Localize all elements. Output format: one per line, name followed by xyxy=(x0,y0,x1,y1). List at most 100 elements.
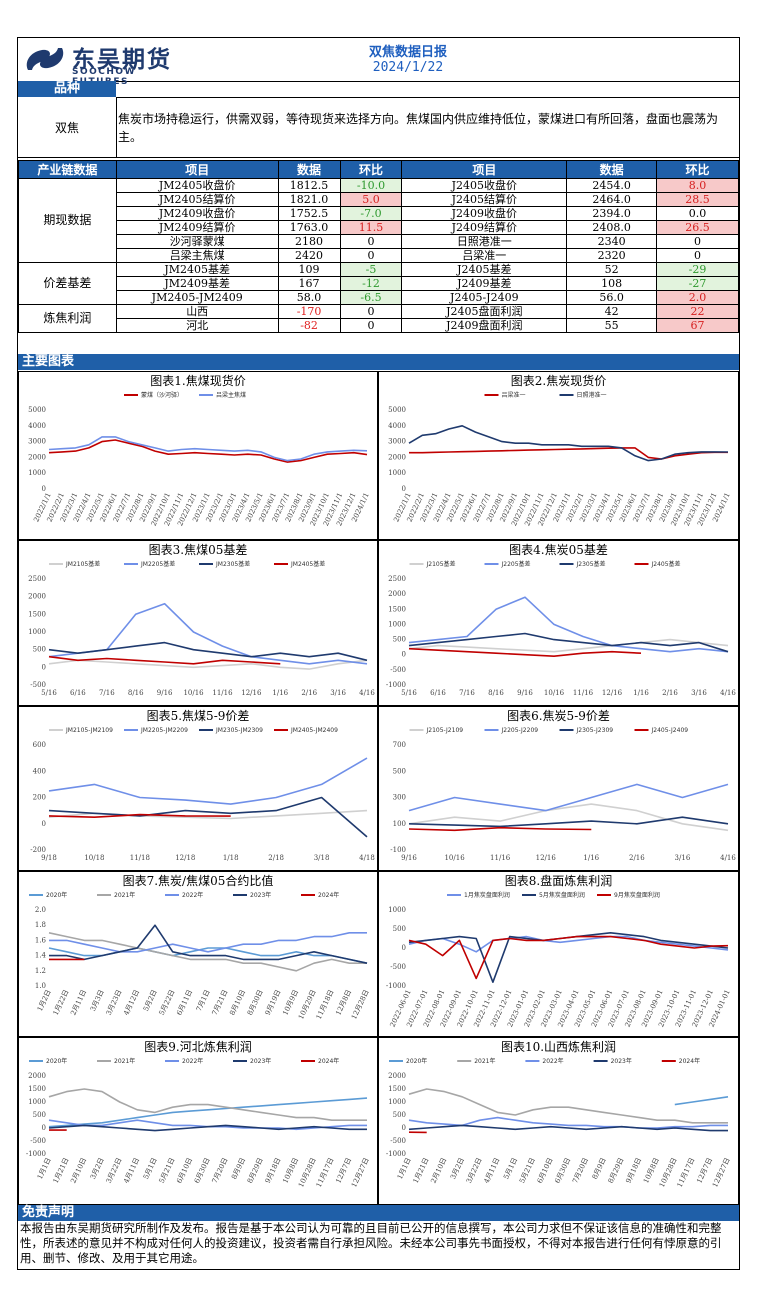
table-row: JM2409收盘价 1752.5 -7.0 J2409收盘价 2394.0 0.0 xyxy=(19,206,739,221)
series-line xyxy=(48,1119,367,1131)
item-name-cell: JM2409收盘价 xyxy=(115,206,279,221)
table-body: 期现数据 JM2405收盘价 1812.5 -10.0 J2405收盘价 2454.0 8.… xyxy=(18,178,739,333)
x-tick-label: 2月10日 xyxy=(429,1156,448,1184)
y-tick-label: -1000 xyxy=(26,1150,46,1158)
series-line xyxy=(408,647,642,657)
y-tick-label: 3000 xyxy=(388,438,406,446)
y-tick-label: 2000 xyxy=(28,1072,46,1080)
value-cell: 167 xyxy=(277,276,341,291)
y-tick-label: 1000 xyxy=(388,1098,406,1106)
logo-chinese-name: 东吴期货 xyxy=(72,47,172,73)
item-name-cell: JM2409基差 xyxy=(115,276,279,291)
change-cell: -12 xyxy=(339,276,403,291)
chart-panel: 图表7.焦炭/焦煤05合约比值 2020年 2021年 2022年 2023年 2024年… xyxy=(18,871,378,1037)
series-line xyxy=(408,803,729,832)
change-cell: 67 xyxy=(656,318,739,333)
y-tick-label: 100 xyxy=(393,820,406,828)
x-tick-label: 12月8日 xyxy=(334,988,353,1016)
value-cell: 109 xyxy=(277,262,341,277)
y-tick-label: 1.8 xyxy=(35,921,46,929)
value-cell: 2180 xyxy=(277,234,341,249)
chart-panel: 图表2.焦炭现货价 吕梁准一 日照港准一 5000 4000 3000 2000 1000 0 2… xyxy=(378,371,739,540)
x-tick-label: 12/16 xyxy=(241,689,262,697)
value-cell: 52 xyxy=(566,262,658,277)
chart-title: 图表3.焦煤05基差 xyxy=(148,543,248,557)
y-tick-label: 400 xyxy=(33,767,46,775)
series-line xyxy=(408,425,729,462)
series-line xyxy=(48,436,368,462)
y-tick-label: 1.0 xyxy=(35,982,46,990)
line-chart: JM2105-JM2109 JM2205-JM2209 JM2305-JM2309 J… xyxy=(30,727,375,862)
value-cell: 2320 xyxy=(566,248,658,263)
legend-label: 2023年 xyxy=(611,1057,632,1065)
y-tick-label: 0 xyxy=(402,1124,406,1132)
x-tick-label: 8月9日 xyxy=(230,1156,247,1180)
chart-title: 图表8.盘面炼焦利润 xyxy=(504,874,613,888)
x-tick-label: 5月21日 xyxy=(158,1156,177,1184)
x-tick-label: 12月27日 xyxy=(711,1156,732,1188)
value-cell: -170 xyxy=(277,304,341,319)
series-line xyxy=(408,638,729,653)
chart-panel: 图表5.焦煤5-9价差 JM2105-JM2109 JM2205-JM2209 JM2… xyxy=(18,706,378,871)
series-line xyxy=(48,1124,367,1132)
value-cell: 58.0 xyxy=(277,290,341,305)
x-tick-label: 4月11日 xyxy=(483,1156,502,1184)
legend-label: 9月焦炭盘面利润 xyxy=(614,891,660,899)
line-chart: 2020年 2021年 2022年 2023年 2024年 2000 1500 1000 500… xyxy=(26,1057,371,1189)
line-chart: 2020年 2021年 2022年 2023年 2024年 2000 1500 1000 500… xyxy=(386,1057,732,1189)
series-line xyxy=(48,796,368,838)
x-tick-label: 1月2日 xyxy=(36,988,53,1012)
item-name-cell: 河北 xyxy=(115,318,279,333)
x-tick-label: 4/16 xyxy=(720,854,736,862)
x-tick-label: 10月8日 xyxy=(281,1156,300,1184)
series-line xyxy=(48,813,231,818)
series-line xyxy=(408,596,729,653)
table-header-cell: 数据 xyxy=(566,160,658,179)
item-name-cell: 吕梁准一 xyxy=(401,248,568,263)
legend-label: J2105基差 xyxy=(426,560,456,568)
item-name-cell: 吕梁主焦煤 xyxy=(115,248,279,263)
change-cell: 22 xyxy=(656,304,739,319)
legend-label: 2022年 xyxy=(182,891,203,899)
x-tick-label: 3月3日 xyxy=(89,988,106,1012)
charts-section-label: 主要图表 xyxy=(18,354,739,370)
y-tick-label: -100 xyxy=(390,846,406,854)
value-cell: 2340 xyxy=(566,234,658,249)
y-tick-label: 5000 xyxy=(388,406,406,414)
change-cell: 0 xyxy=(339,304,403,319)
value-cell: 1821.0 xyxy=(277,192,341,207)
change-cell: 0 xyxy=(339,234,403,249)
y-tick-label: 300 xyxy=(393,794,406,802)
legend-label: JM2105-JM2109 xyxy=(65,727,113,734)
item-name-cell: 日照港准一 xyxy=(401,234,568,249)
legend-label: J2305基差 xyxy=(576,560,606,568)
series-line xyxy=(408,816,729,828)
x-tick-label: 6/16 xyxy=(430,689,446,697)
value-cell: 55 xyxy=(566,318,658,333)
item-name-cell: JM2405结算价 xyxy=(115,192,279,207)
change-cell: -7.0 xyxy=(339,206,403,221)
x-tick-label: 12月7日 xyxy=(695,1156,714,1184)
x-tick-label: 4/16 xyxy=(359,689,375,697)
table-row: 炼焦利润 山西 -170 0 J2405盘面利润 42 22 xyxy=(18,304,739,333)
table-row: 沙河驿蒙煤 2180 0 日照港准一 2340 0 xyxy=(19,234,739,249)
series-line xyxy=(48,932,367,972)
disclaimer-label: 免责声明 xyxy=(18,1205,739,1221)
y-tick-label: -500 xyxy=(390,1137,406,1145)
legend-label: 吕梁主焦煤 xyxy=(216,391,246,399)
item-name-cell: J2409基差 xyxy=(401,276,568,291)
x-tick-label: 2/16 xyxy=(301,689,317,697)
x-tick-label: 7/16 xyxy=(99,689,115,697)
x-tick-label: 3月22日 xyxy=(105,1156,124,1184)
industry-data-table: 产业链数据 项目 数据 环比 项目 数据 环比 期现数据 JM2405收盘价 181… xyxy=(18,160,739,333)
x-tick-label: 10月8日 xyxy=(642,1156,661,1184)
legend-label: 1月焦炭盘面利润 xyxy=(464,891,510,899)
legend-label: 2020年 xyxy=(406,1057,427,1065)
x-tick-label: 3/16 xyxy=(330,689,346,697)
table-header-cell: 产业链数据 xyxy=(18,160,117,179)
series-line xyxy=(49,924,368,964)
x-tick-label: 3/16 xyxy=(675,854,691,862)
table-header-row: 产业链数据 项目 数据 环比 项目 数据 环比 xyxy=(18,160,739,179)
legend-label: 2023年 xyxy=(250,891,271,899)
table-header-cell: 环比 xyxy=(656,160,739,179)
